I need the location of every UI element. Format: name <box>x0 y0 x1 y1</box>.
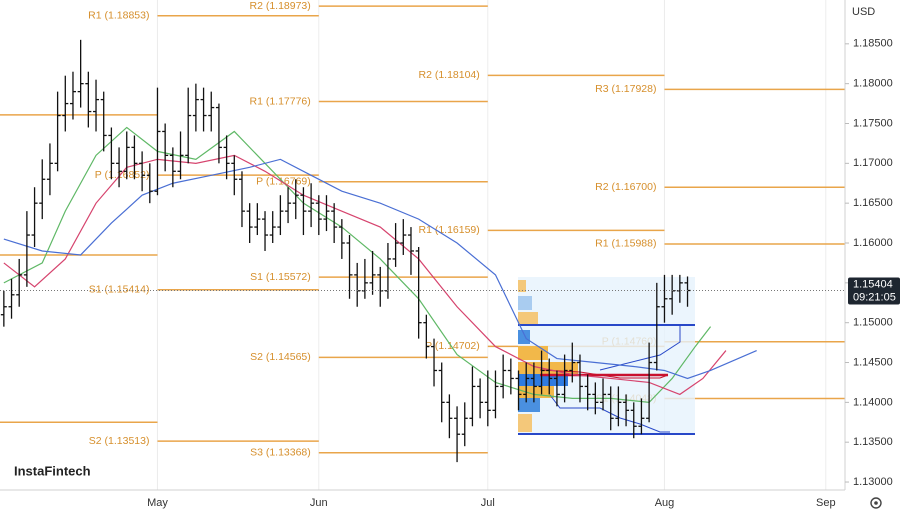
y-tick-label: 1.18000 <box>853 78 893 90</box>
pivot-levels: R1 (1.18853) P (1.16852) S1 (1.15414) S2 (1… <box>0 0 845 458</box>
pivot-label: R2 (1.18104) <box>418 69 479 81</box>
pivot-label: R1 (1.15988) <box>595 238 656 250</box>
profile-trace <box>599 326 681 371</box>
y-tick-label: 1.17500 <box>853 117 893 129</box>
profile-bar <box>518 346 548 360</box>
pivot-label: S1 (1.15572) <box>250 271 311 283</box>
last-price-box <box>848 277 900 305</box>
y-tick-label: 1.17000 <box>853 157 893 169</box>
profile-bar <box>518 280 526 292</box>
moving-average <box>3 158 757 380</box>
y-tick-label: 1.16500 <box>853 197 893 209</box>
pivot-label: R1 (1.17776) <box>249 95 310 107</box>
profile-bar <box>518 414 532 432</box>
price-axis-bg <box>845 0 900 510</box>
profile-trace <box>539 369 669 379</box>
pivot-label: S3 (1.13368) <box>250 446 311 458</box>
y-tick-label: 1.13500 <box>853 436 893 448</box>
pivot-label: P (1.14702) <box>425 340 480 352</box>
y-tick-label: 1.13000 <box>853 476 893 488</box>
currency: USD <box>852 6 875 18</box>
x-tick-label: Sep <box>816 497 836 509</box>
profile-bar <box>518 362 578 374</box>
profile-bar <box>518 330 530 344</box>
settings-icon[interactable] <box>870 497 882 509</box>
pivot-label: R1 (1.16159) <box>418 224 479 236</box>
pivot-label: R2 (1.16700) <box>595 181 656 193</box>
x-tick-label: May <box>147 497 168 509</box>
pivot-label: R1 (1.18853) <box>88 9 149 21</box>
settings-dot[interactable] <box>874 501 878 505</box>
profile-trace <box>549 394 670 433</box>
profile-bar <box>518 296 532 310</box>
x-tick-label: Jun <box>310 497 328 509</box>
pivot-label: R3 (1.17928) <box>595 83 656 95</box>
moving-average <box>3 154 727 396</box>
volume-profile <box>518 277 695 435</box>
pivot-label: R2 (1.18973) <box>249 0 310 12</box>
y-tick-label: 1.15000 <box>853 317 893 329</box>
last-price-label: 1.15404 <box>853 278 893 290</box>
price-bars <box>0 39 845 463</box>
pivot-label: S2 (1.13513) <box>89 435 150 447</box>
settings-gear[interactable] <box>870 497 882 509</box>
profile-bar <box>518 312 538 324</box>
brand-logo: InstaFintech <box>14 463 91 478</box>
x-tick-label: Jul <box>481 497 495 509</box>
pivot-label: S1 (1.15414) <box>89 283 150 295</box>
y-tick-label: 1.14500 <box>853 356 893 368</box>
pivot-label: P (1.16769) <box>256 176 311 188</box>
y-tick-label: 1.14000 <box>853 396 893 408</box>
profile-bar <box>518 398 540 412</box>
profile-bar <box>518 374 568 386</box>
x-tick-label: Aug <box>655 497 675 509</box>
y-tick-label: 1.18500 <box>853 38 893 50</box>
pivot-label: S2 (1.14565) <box>250 351 311 363</box>
y-tick-label: 1.16000 <box>853 237 893 249</box>
pivot-label: P (1.16852) <box>95 169 150 181</box>
time-label: 09:21:05 <box>853 291 896 303</box>
